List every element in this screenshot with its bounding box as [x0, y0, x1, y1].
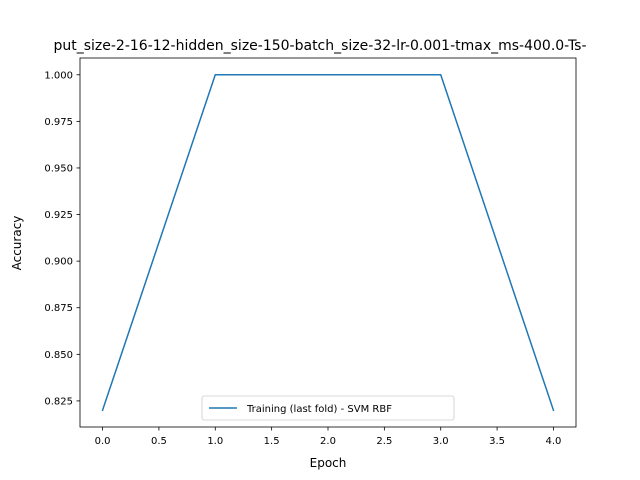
- chart-title: put_size-2-16-12-hidden_size-150-batch_s…: [53, 38, 586, 54]
- y-tick-label: 0.850: [44, 350, 73, 361]
- y-tick-label: 0.900: [44, 257, 73, 268]
- x-tick-label: 3.0: [433, 436, 449, 447]
- x-tick-label: 4.0: [546, 436, 562, 447]
- series-line-0: [101, 74, 555, 412]
- y-tick-label: 1.000: [44, 70, 73, 81]
- x-tick-label: 2.5: [376, 436, 392, 447]
- x-axis-label: Epoch: [310, 456, 347, 470]
- x-tick-label: 2.0: [320, 436, 336, 447]
- x-tick-label: 3.5: [489, 436, 505, 447]
- x-tick-label: 1.5: [264, 436, 280, 447]
- x-tick-label: 0.5: [151, 436, 167, 447]
- y-tick-label: 0.925: [44, 210, 73, 221]
- y-tick-label: 0.875: [44, 303, 73, 314]
- x-tick-label: 1.0: [207, 436, 223, 447]
- legend-label: Training (last fold) - SVM RBF: [246, 404, 392, 415]
- y-tick-label: 0.950: [44, 163, 73, 174]
- x-tick-label: 0.0: [95, 436, 111, 447]
- y-tick-label: 0.825: [44, 396, 73, 407]
- plot-area: [80, 58, 576, 427]
- legend-box: [201, 395, 455, 421]
- y-axis-label: Accuracy: [10, 216, 24, 271]
- legend: Training (last fold) - SVM RBF: [201, 395, 455, 421]
- y-tick-label: 0.975: [44, 117, 73, 128]
- series-layer: [101, 74, 555, 412]
- x-axis-ticks: 0.0 0.5 1.0 1.5 2.0 2.5 3.0 3.5 4.0: [95, 427, 562, 447]
- y-axis-ticks: 0.825 0.850 0.875 0.900 0.925 0.950 0.975 1.000: [44, 70, 80, 407]
